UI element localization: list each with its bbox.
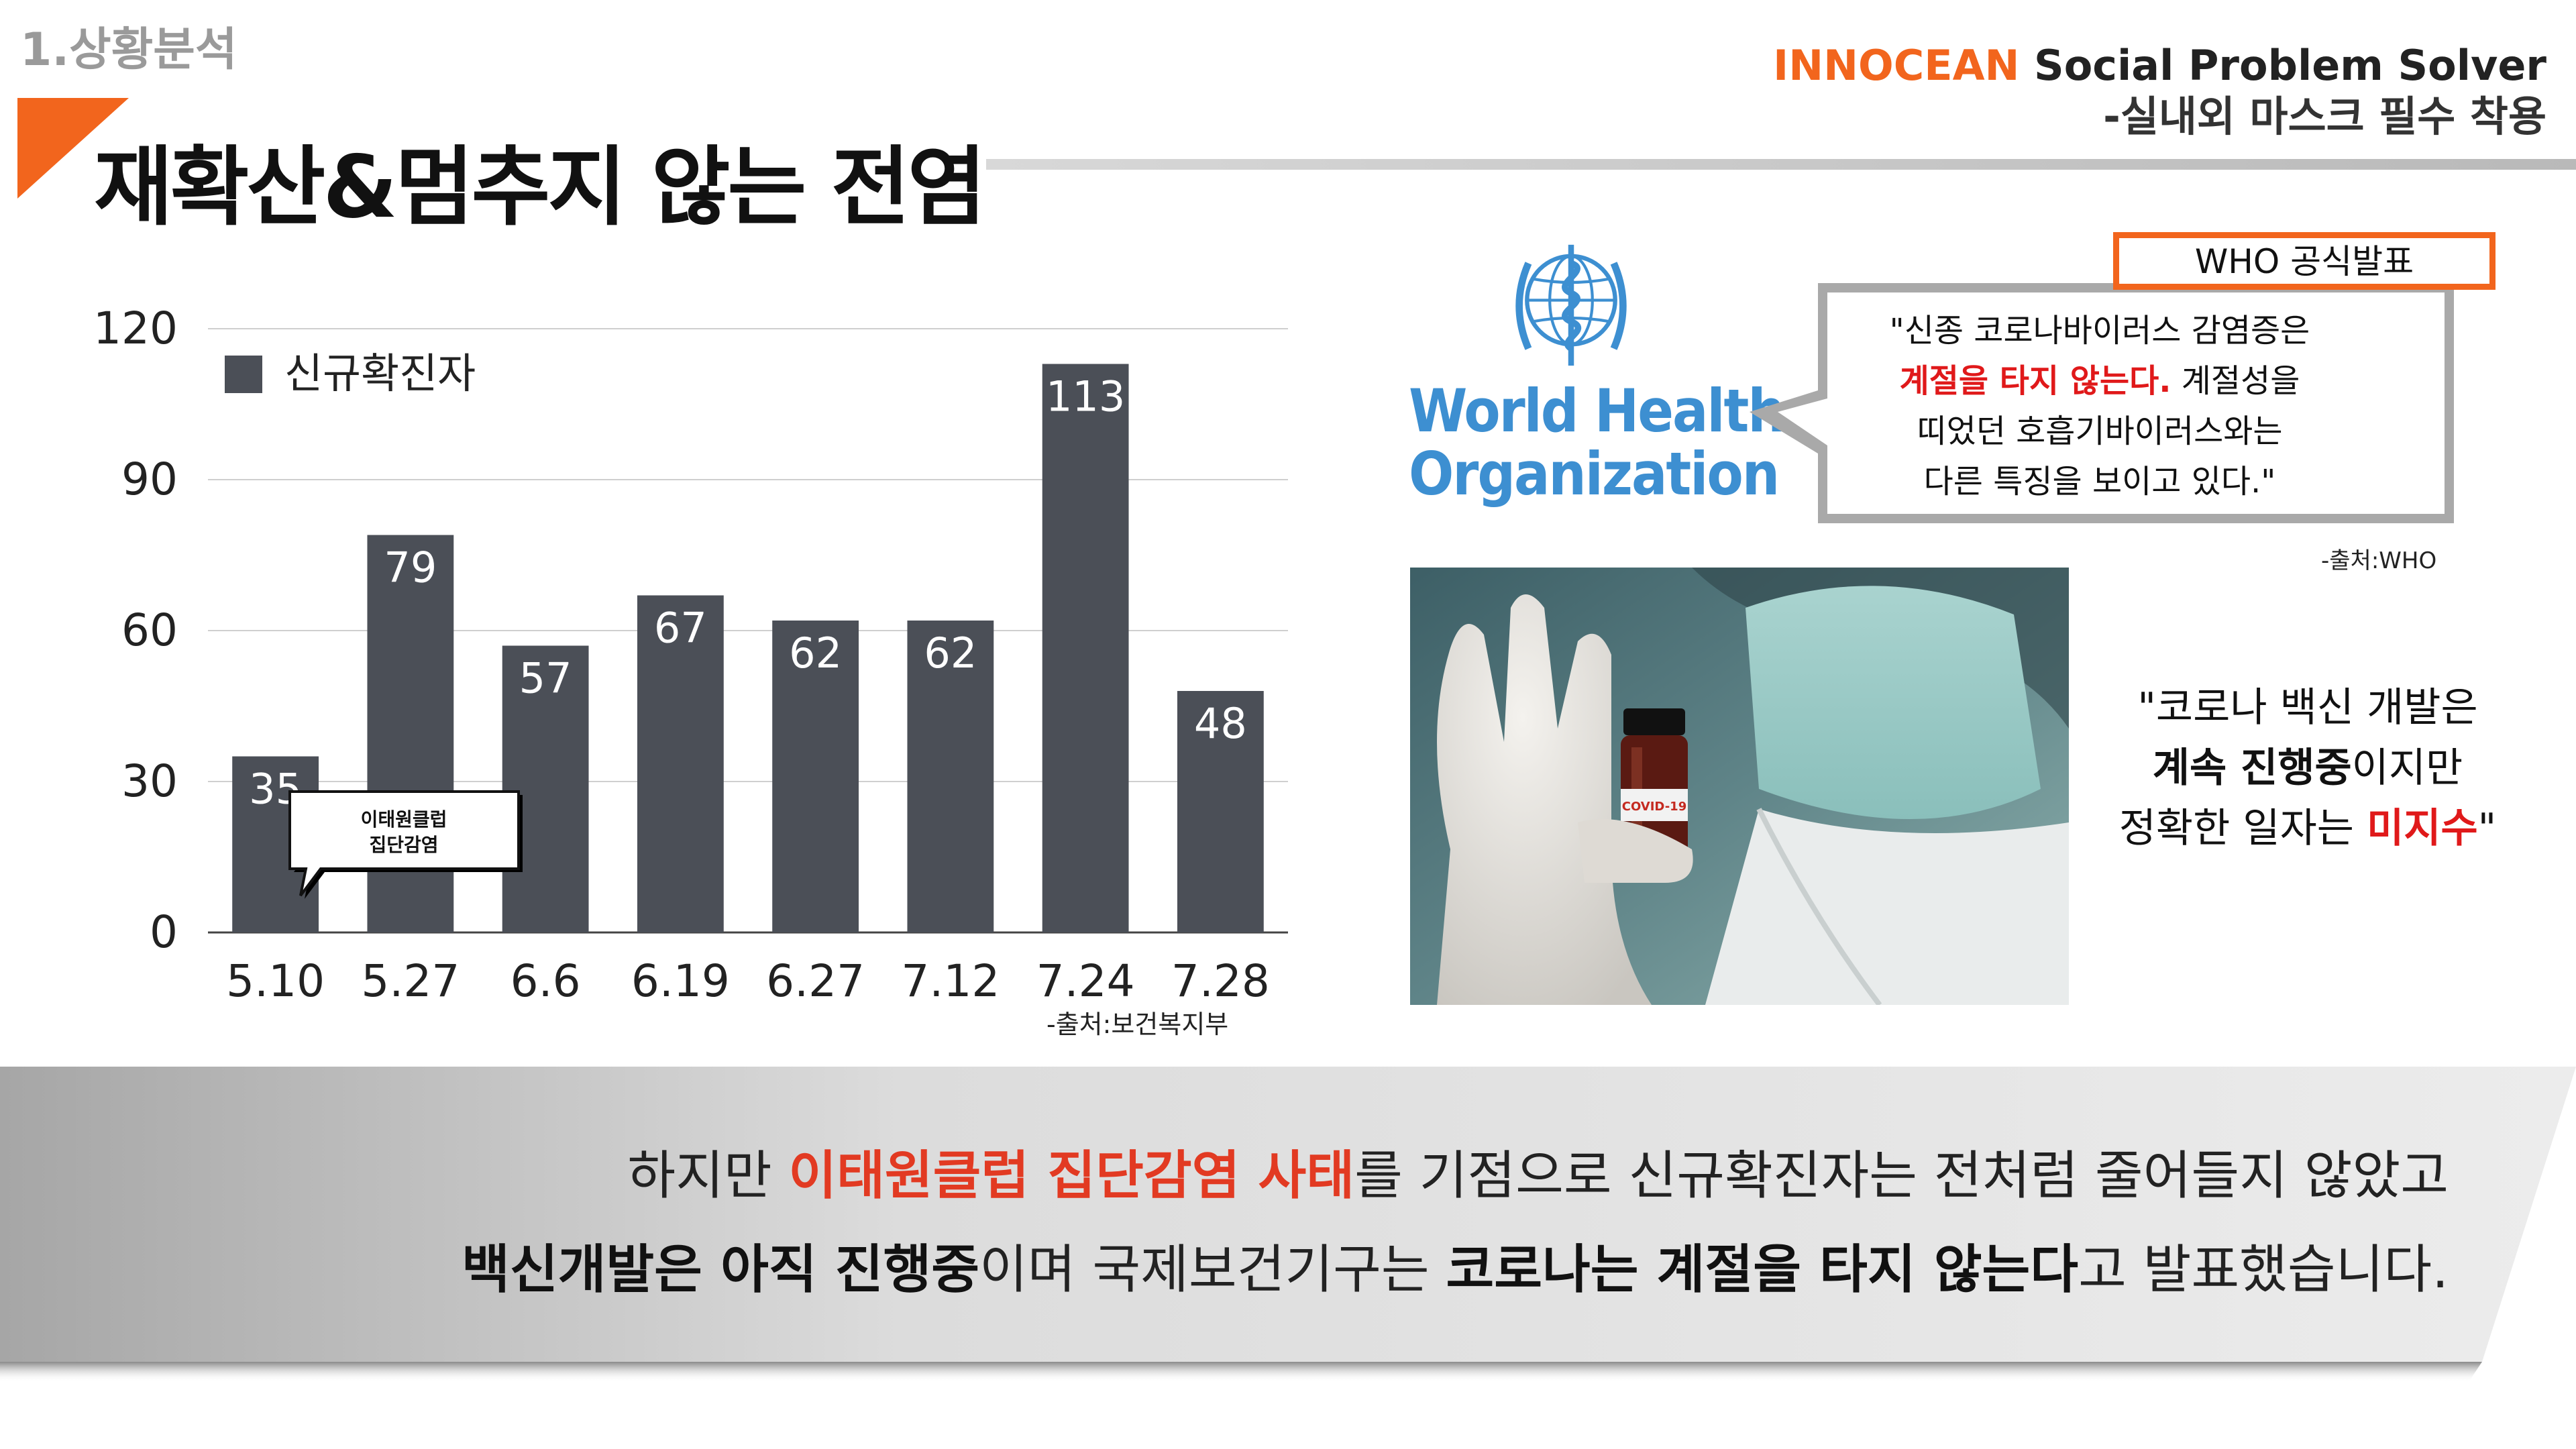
- chart-source: -출처:보건복지부: [1046, 1010, 1229, 1039]
- bar-7.24: [1042, 364, 1129, 932]
- data-label: 62: [924, 629, 977, 678]
- bar-7.12: [907, 621, 994, 932]
- legend-swatch: [225, 356, 262, 393]
- legend-label: 신규확진자: [284, 349, 476, 398]
- brand-tagline: Social Problem Solver: [2034, 41, 2546, 90]
- x-tick-label: 6.6: [511, 955, 581, 1007]
- y-tick-label: 90: [121, 453, 178, 505]
- brand-block: INNOCEAN Social Problem Solver -실내외 마스크 …: [1773, 40, 2546, 142]
- who-quote: "신종 코로나바이러스 감염증은 계절을 타지 않는다. 계절성을 띠었던 호흡…: [1798, 306, 2402, 507]
- vaccine-quote-line-1: "코로나 백신 개발은: [2137, 684, 2478, 731]
- data-label: 48: [1194, 699, 1247, 748]
- title-accent-triangle: [17, 98, 129, 199]
- bar-5.27: [367, 535, 454, 932]
- x-tick-label: 7.24: [1036, 955, 1135, 1007]
- who-quote-line-2: 계절을 타지 않는다. 계절성을: [1899, 362, 2300, 400]
- data-label: 113: [1046, 372, 1125, 421]
- annotation-line-1: 이태원클럽: [361, 808, 447, 830]
- who-announcement-badge: WHO 공식발표: [2113, 232, 2496, 290]
- bar-6.27: [772, 621, 859, 932]
- data-label: 57: [519, 654, 572, 703]
- vaccine-quote-line-2: 계속 진행중이지만: [2152, 745, 2463, 792]
- page-title: 재확산&멈추지 않는 전염: [94, 138, 986, 237]
- x-tick-label: 6.27: [766, 955, 865, 1007]
- who-speech-bubble: [1750, 283, 2454, 523]
- bar-7.28: [1177, 691, 1264, 932]
- x-tick-label: 7.28: [1171, 955, 1270, 1007]
- vaccine-quote: "코로나 백신 개발은 계속 진행중이지만 정확한 일자는 미지수": [2086, 678, 2529, 859]
- section-label: 1.상황분석: [20, 23, 237, 76]
- who-wordmark: World Health Organization: [1409, 376, 1786, 508]
- chart-annotation-callout: 이태원클럽 집단감염: [288, 790, 523, 899]
- y-tick-label: 30: [121, 755, 178, 807]
- x-tick-label: 7.12: [901, 955, 1000, 1007]
- who-quote-line-4: 다른 특징을 보이고 있다.": [1923, 463, 2276, 500]
- bar-6.6: [502, 645, 589, 932]
- who-name-line-2: Organization: [1409, 439, 1780, 508]
- bar-6.19: [637, 595, 724, 932]
- data-label: 62: [789, 629, 842, 678]
- brand-subtitle: -실내외 마스크 필수 착용: [2103, 92, 2546, 141]
- x-tick-label: 5.27: [361, 955, 460, 1007]
- vaccine-vial-photo: COVID-19: [1410, 568, 2069, 1005]
- summary-line-2: 백신개발은 아직 진행중이며 국제보건기구는 코로나는 계절을 타지 않는다고 …: [462, 1240, 2449, 1300]
- summary-banner: [0, 1067, 2576, 1382]
- vial-label: COVID-19: [1622, 800, 1686, 814]
- who-source: -출처:WHO: [2321, 547, 2437, 574]
- who-emblem-icon: [1515, 244, 1627, 366]
- y-tick-label: 60: [121, 604, 178, 656]
- title-underline: [986, 159, 2576, 170]
- data-label: 67: [654, 604, 707, 653]
- chart-y-ticks: 0 30 60 90 120: [94, 303, 178, 958]
- brand-org: INNOCEAN: [1773, 41, 2020, 90]
- brand-line: INNOCEAN Social Problem Solver: [1773, 40, 2546, 91]
- who-name-line-1: World Health: [1409, 376, 1786, 445]
- data-label: 79: [384, 543, 437, 592]
- x-tick-label: 6.19: [631, 955, 730, 1007]
- annotation-line-2: 집단감염: [369, 834, 438, 856]
- y-tick-label: 120: [94, 303, 178, 354]
- y-tick-label: 0: [150, 906, 178, 958]
- who-quote-line-3: 띠었던 호흡기바이러스와는: [1917, 413, 2283, 450]
- who-quote-line-1: "신종 코로나바이러스 감염증은: [1889, 312, 2310, 350]
- vaccine-quote-line-3: 정확한 일자는 미지수": [2118, 805, 2497, 852]
- x-tick-label: 5.10: [226, 955, 325, 1007]
- chart-legend: 신규확진자: [225, 349, 476, 398]
- chart-x-ticks: 5.10 5.27 6.6 6.19 6.27 7.12 7.24 7.28: [226, 955, 1270, 1007]
- summary-line-1: 하지만 이태원클럽 집단감염 사태를 기점으로 신규확진자는 전처럼 줄어들지 …: [627, 1146, 2449, 1206]
